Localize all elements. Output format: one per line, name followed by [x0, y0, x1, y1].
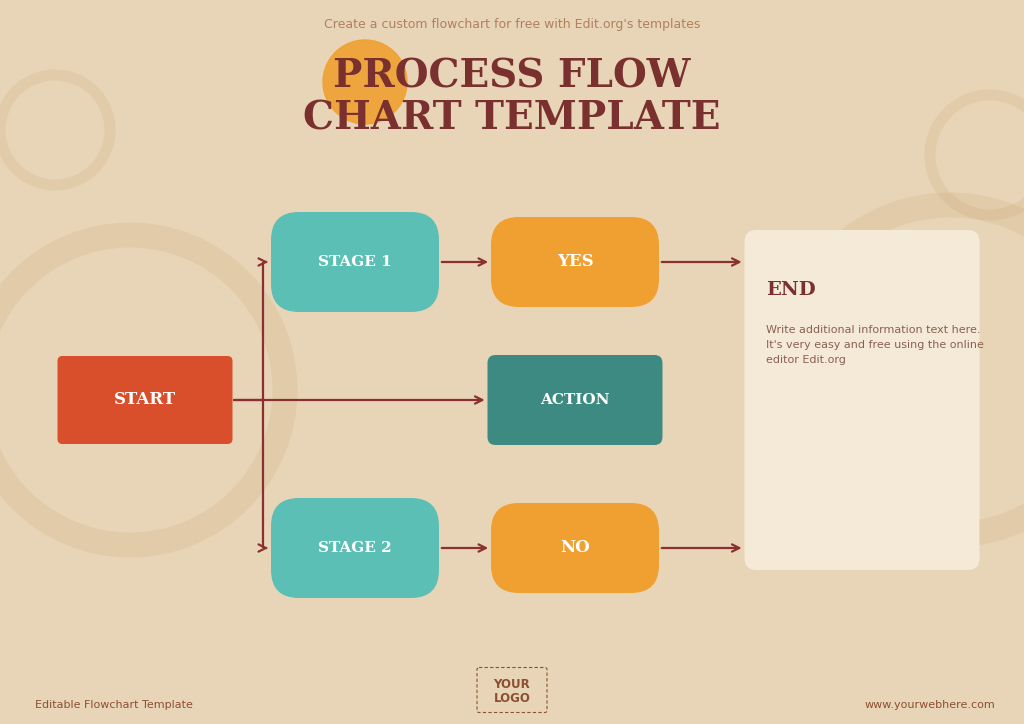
Circle shape	[323, 40, 407, 124]
Text: CHART TEMPLATE: CHART TEMPLATE	[303, 100, 721, 138]
Text: Create a custom flowchart for free with Edit.org's templates: Create a custom flowchart for free with …	[324, 18, 700, 31]
Text: YES: YES	[557, 253, 593, 271]
FancyBboxPatch shape	[490, 503, 659, 593]
FancyBboxPatch shape	[487, 355, 663, 445]
Text: Editable Flowchart Template: Editable Flowchart Template	[35, 700, 193, 710]
Text: ACTION: ACTION	[541, 393, 609, 407]
Text: LOGO: LOGO	[494, 692, 530, 705]
Text: STAGE 2: STAGE 2	[318, 541, 392, 555]
Text: YOUR: YOUR	[494, 678, 530, 691]
Text: END: END	[767, 281, 816, 299]
Text: NO: NO	[560, 539, 590, 557]
Text: START: START	[114, 392, 176, 408]
FancyBboxPatch shape	[744, 230, 980, 570]
FancyBboxPatch shape	[271, 498, 439, 598]
Text: PROCESS FLOW: PROCESS FLOW	[334, 58, 690, 96]
FancyBboxPatch shape	[271, 212, 439, 312]
FancyBboxPatch shape	[490, 217, 659, 307]
Text: Write additional information text here.
It's very easy and free using the online: Write additional information text here. …	[767, 325, 984, 365]
Text: STAGE 1: STAGE 1	[318, 255, 392, 269]
FancyBboxPatch shape	[57, 356, 232, 444]
Text: www.yourwebhere.com: www.yourwebhere.com	[864, 700, 995, 710]
